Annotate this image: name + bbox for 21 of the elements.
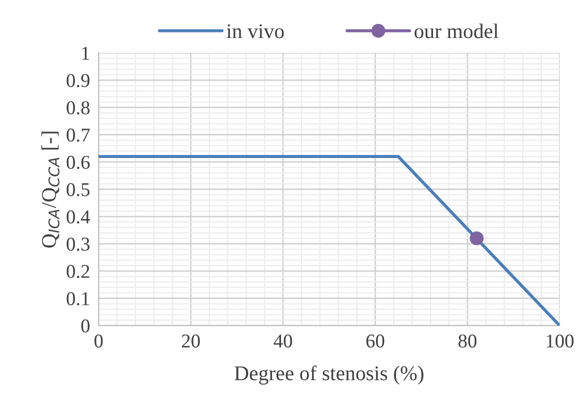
x-tick-label: 60 xyxy=(366,334,384,348)
y-tick-label: 0.7 xyxy=(66,128,90,142)
y-tick-label: 0.8 xyxy=(66,101,90,114)
y-tick-label: 0.2 xyxy=(66,264,90,278)
y-axis-title: Q$_{ICA}$/Q$_{CCA}$ [-] xyxy=(41,132,60,248)
x-axis-title: Degree of stenosis (%) xyxy=(234,365,424,385)
y-tick-label: 0.9 xyxy=(66,74,90,88)
y-tick-label: 0.1 xyxy=(66,292,90,306)
y-tick-label: 0 xyxy=(81,319,90,333)
x-tick-label: 20 xyxy=(182,334,200,348)
y-tick-label: 0.5 xyxy=(66,183,90,196)
x-tick-label: 100 xyxy=(546,334,574,348)
y-tick-label: 0.3 xyxy=(66,238,90,251)
legend-label: in vivo xyxy=(226,24,284,38)
y-tick-label: 0.6 xyxy=(66,156,90,170)
legend-label: our model xyxy=(414,24,498,38)
x-tick-label: 80 xyxy=(458,334,476,348)
x-tick-label: 0 xyxy=(94,334,103,348)
y-tick-label: 1 xyxy=(82,46,90,60)
y-tick-label: 0.4 xyxy=(66,210,90,224)
x-tick-label: 40 xyxy=(274,334,292,348)
